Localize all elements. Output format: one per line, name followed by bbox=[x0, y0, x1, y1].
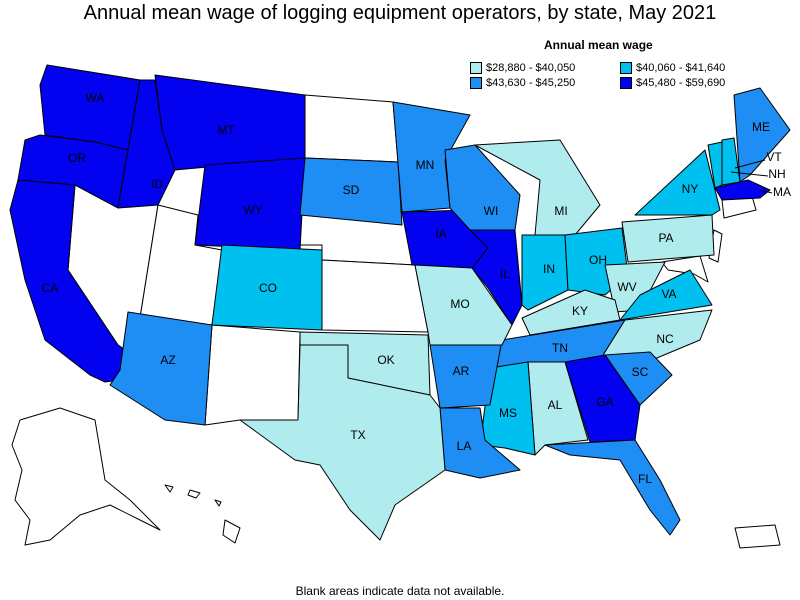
state-nd bbox=[304, 94, 399, 163]
legend-swatch-2 bbox=[620, 62, 632, 74]
vt-leader bbox=[734, 159, 766, 169]
state-label-nc: NC bbox=[656, 332, 674, 346]
state-label-az: AZ bbox=[160, 353, 175, 367]
state-label-ms: MS bbox=[499, 406, 517, 420]
state-label-ia: IA bbox=[435, 227, 446, 241]
nh-leader bbox=[730, 171, 769, 177]
state-ga bbox=[564, 354, 641, 443]
state-label-al: AL bbox=[548, 398, 563, 412]
state-va bbox=[619, 269, 713, 321]
state-label-ga: GA bbox=[596, 395, 613, 409]
state-ky bbox=[521, 289, 621, 336]
state-label-mi: MI bbox=[554, 204, 567, 218]
data-states bbox=[9, 64, 791, 541]
label-leaders bbox=[730, 159, 773, 194]
legend-swatch-3 bbox=[470, 77, 482, 89]
state-ak bbox=[11, 407, 161, 546]
state-co bbox=[211, 244, 323, 331]
state-label-id: ID bbox=[151, 177, 163, 191]
legend-label-2: $40,060 - $41,640 bbox=[636, 62, 726, 74]
state-labels: WA OR CA ID MT WY IA IL GA MA SD MN WI AZ AR LA TN SC FL ME… bbox=[42, 91, 791, 486]
state-label-ar: AR bbox=[453, 364, 470, 378]
state-label-tx: TX bbox=[350, 428, 365, 442]
state-mo bbox=[414, 264, 513, 346]
map-title: Annual mean wage of logging equipment op… bbox=[83, 2, 717, 24]
state-in bbox=[521, 234, 569, 311]
state-ma bbox=[714, 179, 771, 201]
state-label-ok: OK bbox=[377, 353, 394, 367]
state-label-nh: NH bbox=[768, 167, 785, 181]
state-label-vt: VT bbox=[766, 150, 782, 164]
legend-item-1: $28,880 - $40,050 bbox=[470, 62, 620, 74]
state-or bbox=[17, 134, 129, 209]
legend-label-1: $28,880 - $40,050 bbox=[486, 62, 576, 74]
legend-item-3: $43,630 - $45,250 bbox=[470, 77, 620, 89]
state-label-pa: PA bbox=[658, 231, 673, 245]
state-label-ca: CA bbox=[42, 281, 59, 295]
state-label-oh: OH bbox=[589, 253, 607, 267]
state-label-sc: SC bbox=[632, 365, 649, 379]
state-me bbox=[733, 87, 791, 183]
state-label-mo: MO bbox=[450, 297, 469, 311]
territory-pr bbox=[734, 524, 781, 549]
legend-swatch-1 bbox=[470, 62, 482, 74]
legend-label-3: $43,630 - $45,250 bbox=[486, 77, 576, 89]
state-label-la: LA bbox=[457, 439, 472, 453]
state-nm bbox=[204, 324, 301, 426]
state-label-wa: WA bbox=[86, 91, 105, 105]
ma-leader bbox=[759, 189, 773, 194]
state-label-sd: SD bbox=[343, 183, 360, 197]
state-id bbox=[117, 79, 176, 209]
state-hi bbox=[164, 484, 241, 544]
legend-swatch-4 bbox=[620, 77, 632, 89]
state-label-fl: FL bbox=[638, 472, 652, 486]
state-ks bbox=[321, 259, 429, 333]
legend: Annual mean wage $28,880 - $40,050 $40,0… bbox=[470, 38, 800, 89]
state-label-ma: MA bbox=[773, 185, 791, 199]
legend-label-4: $45,480 - $59,690 bbox=[636, 77, 726, 89]
state-tx bbox=[239, 344, 446, 541]
legend-item-2: $40,060 - $41,640 bbox=[620, 62, 790, 74]
footnote: Blank areas indicate data not available. bbox=[295, 584, 505, 598]
state-label-or: OR bbox=[68, 151, 86, 165]
legend-title: Annual mean wage bbox=[544, 38, 653, 52]
state-label-wi: WI bbox=[484, 204, 499, 218]
state-label-wy: WY bbox=[243, 203, 262, 217]
state-az bbox=[109, 311, 213, 426]
state-label-in: IN bbox=[543, 262, 555, 276]
state-nc bbox=[599, 309, 713, 366]
state-label-co: CO bbox=[259, 281, 277, 295]
state-label-me: ME bbox=[752, 120, 770, 134]
legend-item-4: $45,480 - $59,690 bbox=[620, 77, 790, 89]
state-il bbox=[469, 229, 523, 326]
state-label-mn: MN bbox=[416, 158, 435, 172]
state-label-tn: TN bbox=[552, 341, 568, 355]
state-label-ny: NY bbox=[682, 182, 699, 196]
state-label-ky: KY bbox=[572, 304, 588, 318]
state-label-mt: MT bbox=[217, 123, 235, 137]
state-sd bbox=[299, 157, 403, 226]
state-label-il: IL bbox=[500, 267, 510, 281]
state-pa bbox=[621, 214, 715, 263]
state-label-va: VA bbox=[661, 287, 676, 301]
state-ny bbox=[634, 149, 721, 216]
state-fl bbox=[544, 439, 681, 536]
state-label-wv: WV bbox=[617, 280, 636, 294]
